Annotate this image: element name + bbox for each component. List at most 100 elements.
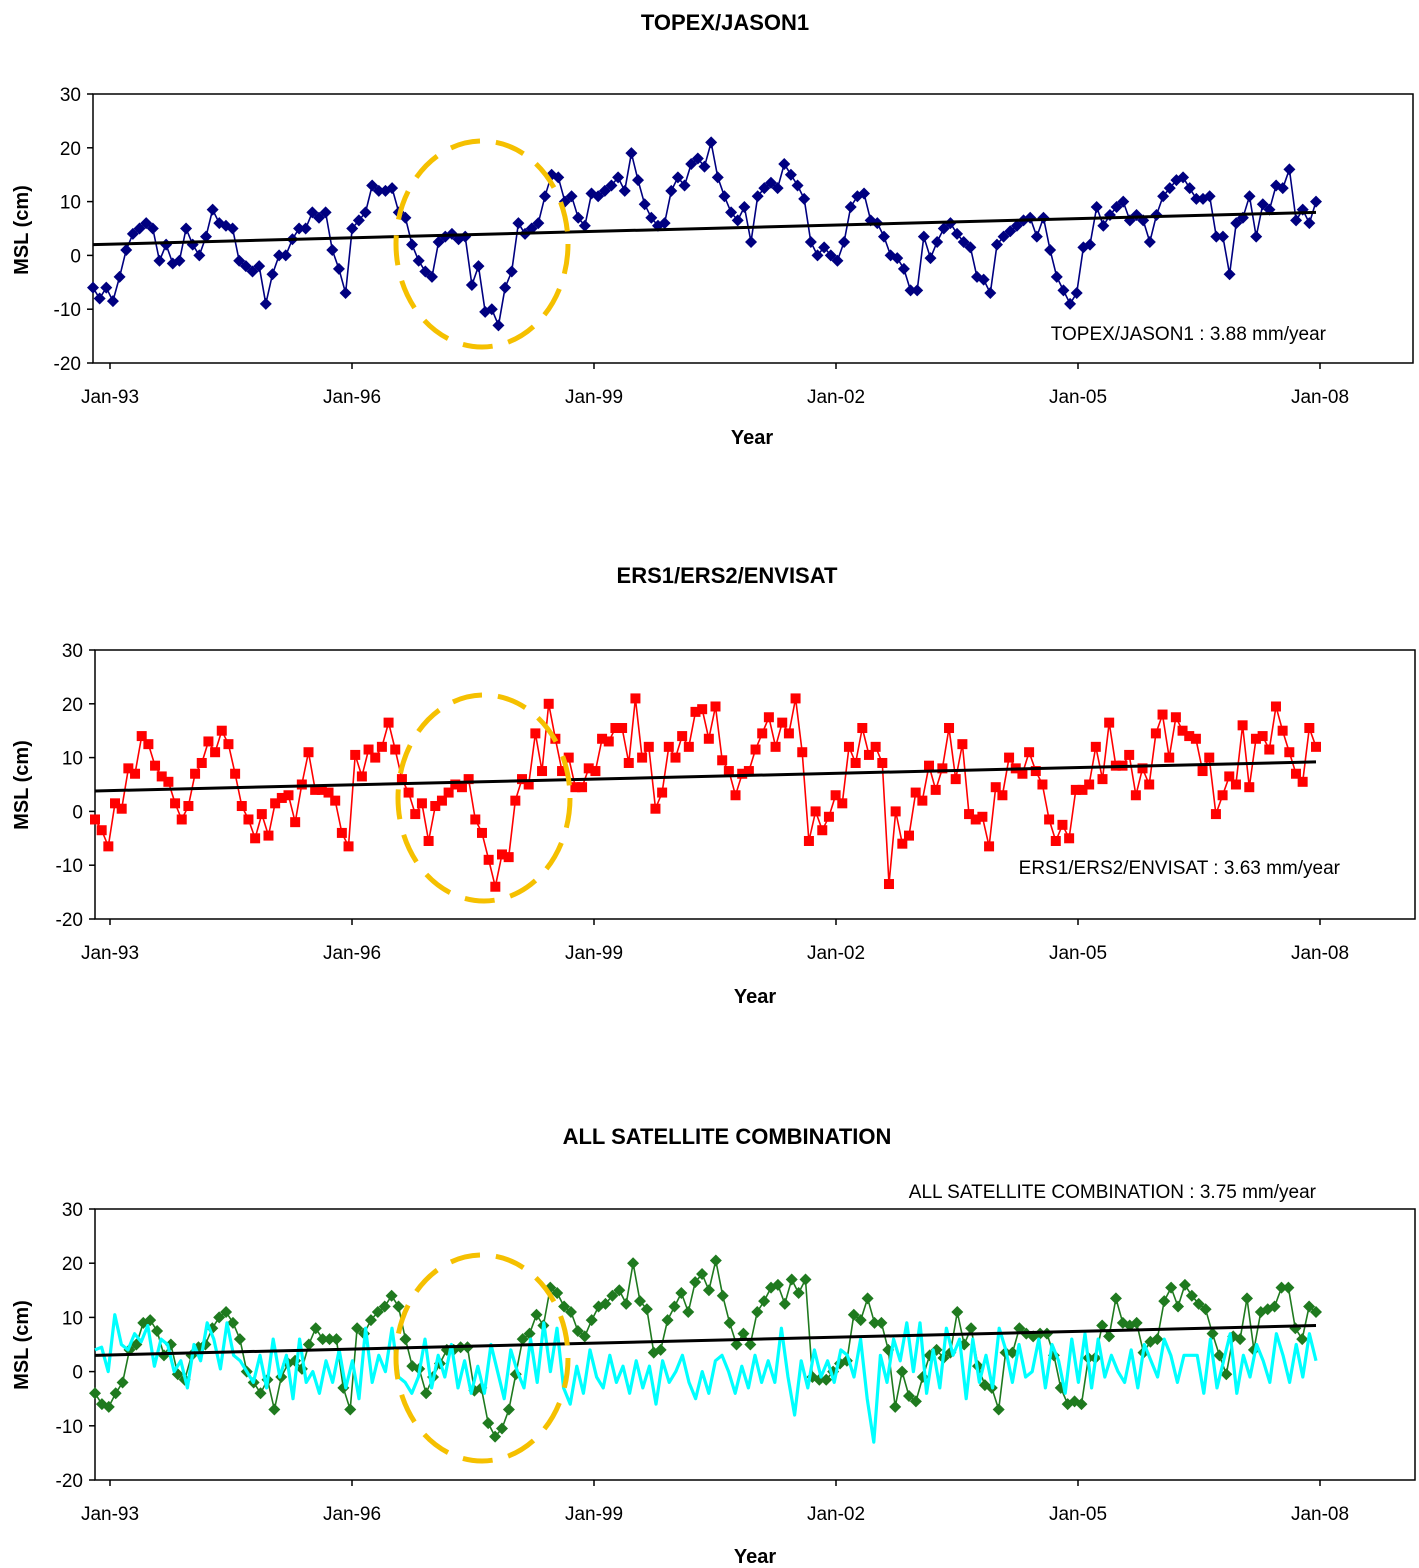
trend-line	[94, 1324, 1317, 1357]
data-point	[206, 203, 219, 216]
data-point	[1178, 1278, 1191, 1291]
data-point	[837, 798, 848, 809]
data-point	[564, 1305, 577, 1318]
data-point	[1223, 268, 1236, 281]
x-tick-label: Jan-96	[323, 387, 381, 408]
data-point	[990, 782, 1001, 793]
trend-line	[92, 210, 1317, 247]
data-point	[597, 733, 608, 744]
data-point	[1170, 712, 1181, 723]
data-point	[838, 235, 851, 248]
data-point	[1172, 1300, 1185, 1313]
data-point	[572, 211, 585, 224]
data-point	[1289, 1322, 1302, 1335]
data-point	[1234, 1333, 1247, 1346]
data-point	[1282, 1281, 1295, 1294]
data-point	[250, 833, 261, 844]
data-point	[820, 1373, 833, 1386]
data-point	[992, 1403, 1005, 1416]
x-axis-label: Year	[734, 1546, 776, 1568]
data-point	[930, 784, 941, 795]
panel-topex-jason1: TOPEX/JASON1 MSL (cm) Year TOPEX/JASON1 …	[11, 10, 1414, 449]
data-point	[210, 747, 221, 758]
data-point	[623, 757, 634, 768]
data-point	[570, 782, 581, 793]
data-point	[861, 1292, 874, 1305]
data-point	[163, 776, 174, 787]
data-point	[585, 1314, 598, 1327]
data-point	[239, 260, 252, 273]
data-point	[903, 1389, 915, 1402]
data-point	[1277, 725, 1288, 736]
data-point	[1070, 287, 1083, 300]
data-point	[957, 739, 968, 750]
data-point	[1077, 784, 1088, 795]
y-tick-label: 10	[62, 1308, 83, 1329]
data-point	[965, 1322, 978, 1335]
data-point	[1090, 741, 1101, 752]
data-point	[750, 744, 761, 755]
data-point	[213, 1311, 226, 1324]
data-point	[831, 254, 844, 267]
data-point	[997, 790, 1008, 801]
plot-area	[92, 93, 1414, 364]
data-point	[470, 814, 481, 825]
data-point	[243, 814, 254, 825]
series-line	[94, 697, 1317, 888]
data-point	[551, 1287, 564, 1300]
data-point	[170, 798, 181, 809]
trend-line	[94, 760, 1317, 793]
data-point	[709, 1254, 722, 1267]
data-point	[1185, 1289, 1198, 1302]
data-point	[904, 830, 914, 841]
data-point	[103, 841, 114, 852]
data-point	[751, 1305, 764, 1318]
x-axis-label: Year	[734, 986, 776, 1008]
x-tick-label: Jan-96	[323, 1504, 381, 1525]
chart-title: ERS1/ERS2/ENVISAT	[617, 563, 838, 588]
data-point	[1004, 225, 1017, 238]
data-point	[1270, 701, 1281, 712]
data-point	[790, 693, 801, 704]
data-point	[757, 728, 768, 739]
data-point	[799, 1273, 812, 1286]
data-point	[1150, 728, 1161, 739]
data-point	[1144, 779, 1155, 790]
data-point	[1241, 1292, 1254, 1305]
data-point	[303, 747, 314, 758]
y-tick-label: -20	[54, 354, 81, 375]
data-point	[183, 801, 194, 812]
data-point	[792, 1287, 805, 1300]
data-point	[697, 704, 708, 715]
data-point	[703, 733, 714, 744]
data-point	[770, 741, 781, 752]
data-point	[758, 182, 771, 195]
data-point	[643, 741, 654, 752]
data-point	[1177, 725, 1188, 736]
data-point	[683, 741, 694, 752]
data-point	[937, 222, 950, 235]
data-point	[263, 830, 274, 841]
data-point	[847, 1308, 860, 1321]
data-point	[798, 192, 811, 205]
data-point	[565, 190, 578, 203]
series-line	[94, 1259, 1317, 1438]
data-point	[1024, 747, 1035, 758]
data-point	[950, 774, 961, 785]
data-point	[904, 284, 917, 297]
data-point	[1064, 297, 1077, 310]
data-point	[730, 790, 741, 801]
data-point	[482, 1417, 495, 1430]
x-tick-label: Jan-93	[81, 1504, 139, 1525]
data-point	[1075, 1398, 1088, 1411]
data-point	[1084, 779, 1095, 790]
data-point	[1013, 1322, 1026, 1335]
data-point	[917, 795, 928, 806]
data-point	[116, 1376, 129, 1389]
data-point	[1037, 211, 1050, 224]
data-point	[603, 736, 614, 747]
data-point	[100, 281, 113, 294]
data-point	[1283, 163, 1296, 176]
x-tick-label: Jan-08	[1291, 387, 1349, 408]
data-point	[957, 235, 970, 248]
